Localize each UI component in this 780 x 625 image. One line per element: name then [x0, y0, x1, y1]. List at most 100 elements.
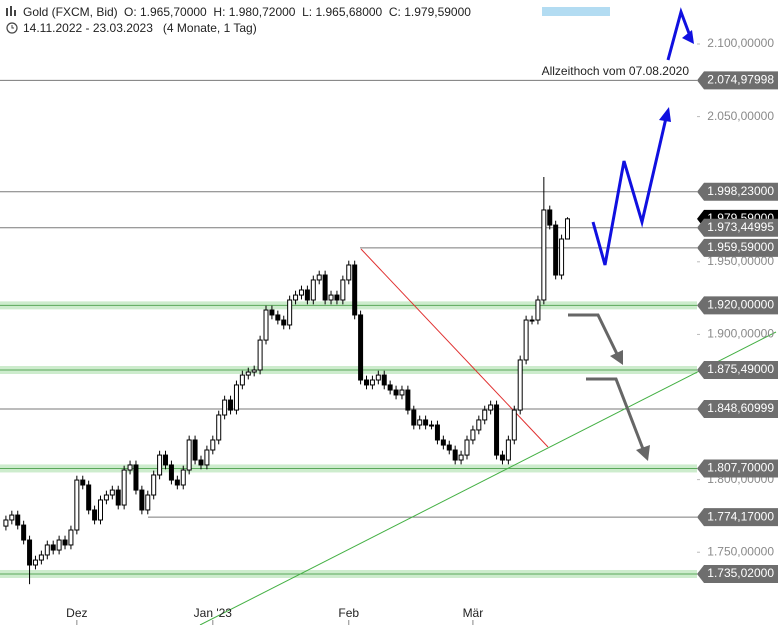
scenario-arrow [568, 313, 619, 355]
ohlc-info: O: 1.965,70000 H: 1.980,72000 L: 1.965,6… [124, 5, 471, 19]
candle-body [3, 519, 9, 527]
candle-body [180, 469, 186, 486]
candle-body [535, 299, 541, 321]
level-label-text: 1.848,60999 [707, 401, 774, 415]
candle-body [429, 424, 435, 427]
candle-body [233, 384, 239, 411]
candle-body [499, 454, 505, 461]
x-tick-label: Dez [66, 606, 87, 620]
level-label-text: 1.807,70000 [707, 461, 774, 475]
y-tick-label: 1.950,00000 [707, 254, 774, 268]
candle-body [553, 224, 559, 276]
candle-body [62, 539, 68, 546]
candle-body [216, 414, 222, 441]
candle-body [322, 274, 328, 301]
candle-body [304, 289, 310, 301]
level-label-text: 1.735,02000 [707, 566, 774, 580]
candle-body [151, 474, 157, 496]
level-label [697, 400, 778, 419]
level-label [697, 564, 778, 583]
y-tick-label: 1.900,00000 [707, 327, 774, 341]
level-label [697, 182, 778, 201]
arrow-head [636, 445, 650, 461]
candle-body [186, 439, 192, 471]
candle-body [293, 294, 299, 301]
candle-body [559, 238, 565, 276]
candle-body [375, 374, 381, 381]
candle-body [38, 554, 44, 561]
candle-body [275, 314, 281, 321]
level-label-text: 2.074,97998 [707, 73, 774, 87]
candle-body [393, 389, 399, 396]
candle-body [145, 494, 151, 511]
candle-body [210, 439, 216, 451]
level-label-text: 1.920,00000 [707, 298, 774, 312]
candle-body [541, 209, 547, 301]
candle-body [346, 264, 352, 281]
candle-body [517, 359, 523, 411]
candle-body [523, 319, 529, 361]
clock-icon [6, 22, 18, 34]
level-label [697, 508, 778, 527]
candle-body [239, 374, 245, 386]
candle-body [564, 218, 570, 240]
instrument-title: Gold (FXCM, Bid) [23, 5, 118, 19]
candle-body [287, 299, 293, 326]
candle-body [80, 479, 86, 486]
level-label [697, 238, 778, 257]
candle-body [192, 439, 198, 461]
candle-body [298, 289, 304, 296]
candle-body [257, 339, 263, 371]
candle-body [21, 524, 27, 541]
candle-body [174, 479, 180, 486]
candle-body [263, 309, 269, 341]
candle-body [358, 314, 364, 381]
y-tick-label: 1.750,00000 [707, 544, 774, 558]
candle-body [399, 389, 405, 396]
x-tick-label: Mär [463, 606, 484, 620]
level-label [697, 361, 778, 380]
arrow-head [682, 30, 694, 44]
candle-body [222, 399, 228, 416]
y-tick-label: 2.050,00000 [707, 109, 774, 123]
candle-body [417, 419, 423, 426]
level-label-text: 1.875,49000 [707, 362, 774, 376]
candle-body [204, 449, 210, 466]
candle-body [103, 494, 109, 501]
candle-body [86, 484, 92, 511]
candle-body [434, 424, 440, 441]
x-tick-label: Jan '23 [194, 606, 233, 620]
candle-body [92, 509, 98, 521]
candle-body [97, 499, 103, 521]
arrow-head [610, 350, 623, 365]
candle-body [470, 429, 476, 441]
candles [3, 177, 570, 585]
candle-body [139, 489, 145, 511]
candle-body [494, 404, 500, 456]
axes: 2.100,00000 2.050,00000 1.950,00000 1.900,0… [66, 36, 774, 625]
candle-body [157, 454, 163, 476]
trend-line-green [199, 331, 777, 625]
candle-body [511, 409, 517, 441]
level-label [697, 71, 778, 90]
candle-body [228, 399, 234, 411]
candle-body [56, 539, 62, 551]
candle-body [334, 294, 340, 301]
candle-body [328, 294, 334, 301]
candle-body [198, 459, 204, 466]
x-tick-label: Feb [338, 606, 359, 620]
candle-body [310, 279, 316, 301]
level-label-text: 1.973,44995 [707, 220, 774, 234]
candle-body [482, 409, 488, 421]
date-range: 14.11.2022 - 23.03.2023 (4 Monate, 1 Tag… [23, 21, 257, 35]
level-label-text: 1.959,59000 [707, 240, 774, 254]
candle-body [50, 544, 56, 551]
candle-body [446, 444, 452, 451]
indicator-bar [542, 7, 610, 16]
projection-arrow [666, 7, 692, 61]
candle-body [364, 379, 370, 386]
candle-body [381, 374, 387, 386]
level-label-text: 1.774,17000 [707, 509, 774, 523]
candle-body [27, 539, 33, 566]
